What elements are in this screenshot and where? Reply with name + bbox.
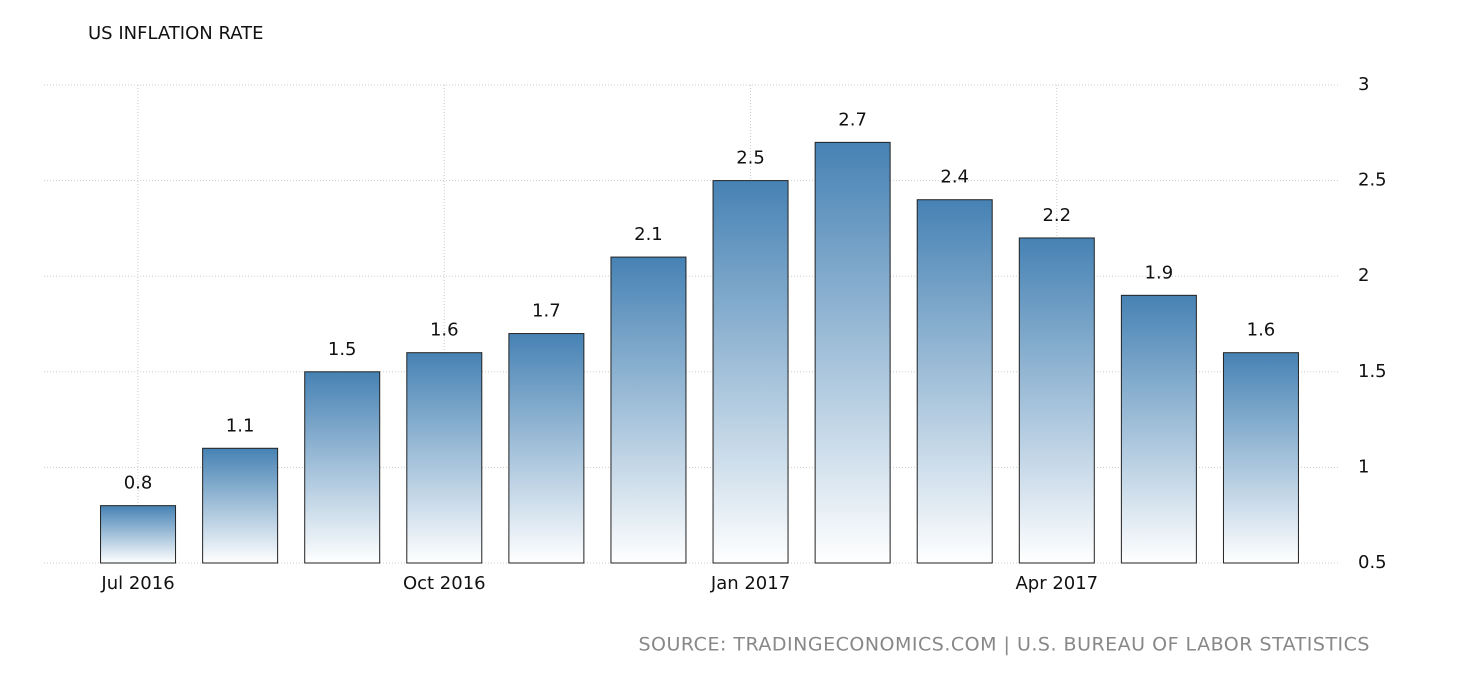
value-label: 1.5: [328, 339, 357, 360]
x-tick-label: Jul 2016: [100, 573, 174, 594]
chart-title: US INFLATION RATE: [88, 23, 264, 44]
y-tick-label: 0.5: [1358, 552, 1387, 573]
value-label: 2.2: [1042, 205, 1071, 226]
bar: [610, 256, 687, 564]
value-label: 1.9: [1145, 262, 1174, 283]
bar: [100, 505, 177, 564]
value-label: 2.1: [634, 224, 663, 245]
value-label: 0.8: [124, 473, 153, 494]
y-tick-label: 2.5: [1358, 170, 1387, 191]
bar: [712, 180, 789, 564]
value-label: 2.5: [736, 148, 765, 169]
bar: [1120, 294, 1197, 564]
bar: [1018, 237, 1095, 564]
y-tick-label: 1.5: [1358, 361, 1387, 382]
value-label: 1.7: [532, 301, 561, 322]
bar: [508, 333, 585, 564]
value-label: 1.1: [226, 415, 255, 436]
y-tick-label: 3: [1358, 74, 1369, 95]
bar: [406, 352, 483, 564]
bar: [916, 199, 993, 564]
value-label: 1.6: [1247, 320, 1276, 341]
value-label: 2.4: [940, 167, 969, 188]
value-label: 2.7: [838, 109, 867, 130]
value-label: 1.6: [430, 320, 459, 341]
bar: [202, 447, 279, 564]
bar: [304, 371, 381, 564]
x-tick-label: Jan 2017: [710, 573, 790, 594]
bar: [814, 141, 891, 564]
y-tick-label: 1: [1358, 456, 1369, 477]
source: SOURCE: TRADINGECONOMICS.COM | U.S. BURE…: [639, 634, 1371, 656]
x-tick-label: Oct 2016: [403, 573, 486, 594]
x-tick-label: Apr 2017: [1015, 573, 1098, 594]
bar: [1222, 352, 1299, 564]
y-tick-label: 2: [1358, 265, 1369, 286]
